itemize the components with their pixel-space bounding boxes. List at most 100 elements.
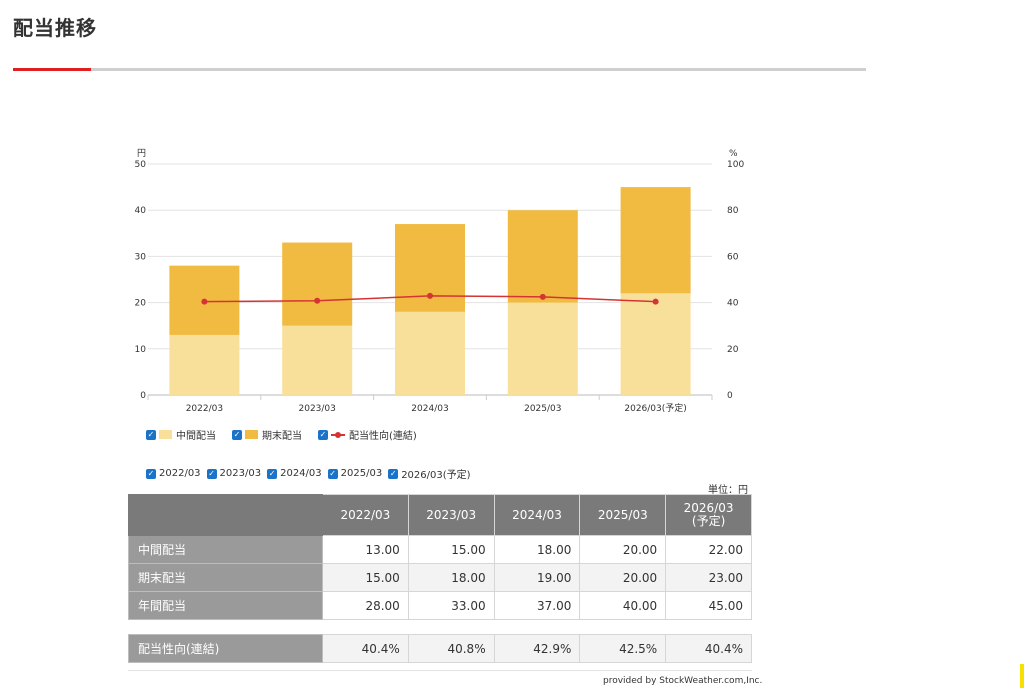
x-tick-label: 2024/03	[411, 404, 448, 414]
y-right-tick-label: 0	[727, 391, 733, 401]
credit-text: provided by StockWeather.com,Inc.	[603, 676, 763, 686]
dividend-chart: 0 10 20 30 40 50 0 20 40 60 80 100 円 % 2022/03 2023/03 2…	[135, 148, 745, 414]
payout-point	[539, 293, 546, 300]
checkbox-icon[interactable]: ✓	[318, 429, 328, 440]
dividend-table: 2022/03 2023/03 2024/03 2025/03 2026/03(…	[128, 494, 752, 620]
table-cell: 15.00	[407, 535, 495, 564]
table-cell: 37.00	[493, 591, 581, 620]
row-header: 中間配当	[128, 535, 323, 564]
x-tick-label: 2022/03	[186, 404, 223, 414]
table-cell: 13.00	[322, 535, 409, 564]
legend-item-payout[interactable]: ✓ 配当性向(連結)	[318, 427, 417, 442]
row-header: 年間配当	[128, 591, 323, 620]
bar	[507, 302, 578, 395]
year-filter: ✓ 2022/03 ✓ 2023/03 ✓ 2024/03 ✓ 2025/03 ✓ 202…	[146, 466, 477, 481]
column-header-label: 2026/03	[683, 501, 734, 515]
payout-ratio-table: 配当性向(連結) 40.4% 40.8% 42.9% 42.5% 40.4%	[128, 634, 752, 663]
checkbox-icon[interactable]: ✓	[267, 468, 278, 479]
column-header: 2023/03	[407, 494, 495, 536]
year-filter-item[interactable]: ✓ 2022/03	[146, 468, 201, 479]
bar	[620, 187, 691, 294]
y-right-tick-label: 100	[727, 160, 744, 170]
column-header: 2024/03	[493, 494, 581, 536]
bar	[620, 293, 691, 395]
y-right-unit: %	[729, 149, 738, 159]
scroll-marker	[1020, 664, 1024, 688]
title-divider-accent	[13, 68, 91, 71]
table-row: 中間配当 13.00 15.00 18.00 20.00 22.00	[128, 535, 752, 564]
year-filter-label: 2025/03	[340, 468, 383, 479]
table-cell: 40.4%	[322, 634, 409, 663]
y-left-tick-label: 0	[140, 391, 146, 401]
payout-point	[652, 298, 659, 305]
table-cell: 19.00	[493, 563, 581, 592]
title-divider	[13, 68, 866, 71]
y-left-tick-label: 20	[135, 299, 147, 309]
legend-label-payout: 配当性向(連結)	[349, 431, 417, 442]
column-header-label: 2022/03	[340, 507, 391, 522]
year-end-swatch	[245, 430, 258, 439]
bar	[395, 311, 465, 395]
column-header: 2022/03	[322, 494, 409, 536]
payout-point	[201, 298, 208, 305]
bar	[282, 325, 353, 395]
series-legend: ✓ 中間配当 ✓ 期末配当 ✓ 配当性向(連結)	[146, 427, 433, 442]
table-cell: 18.00	[407, 563, 495, 592]
table-cell: 15.00	[322, 563, 409, 592]
year-filter-label: 2022/03	[159, 468, 201, 479]
legend-label-year-end: 期末配当	[262, 431, 302, 442]
year-filter-item[interactable]: ✓ 2026/03(予定)	[388, 466, 471, 481]
table-cell: 22.00	[665, 535, 752, 564]
y-right-tick-label: 60	[727, 252, 739, 262]
year-filter-item[interactable]: ✓ 2023/03	[206, 468, 262, 479]
year-filter-item[interactable]: ✓ 2024/03	[267, 468, 322, 479]
table-cell: 18.00	[493, 535, 581, 564]
bar	[507, 210, 578, 303]
checkbox-icon[interactable]: ✓	[327, 468, 338, 479]
legend-item-year-end[interactable]: ✓ 期末配当	[232, 427, 302, 442]
column-header-label: 2024/03	[512, 507, 562, 522]
table-cell: 40.4%	[665, 634, 752, 663]
x-tick-label: 2023/03	[299, 404, 336, 414]
column-header: 2026/03 (予定)	[665, 494, 752, 536]
column-header: 2025/03	[579, 494, 667, 536]
legend-label-interim: 中間配当	[176, 431, 216, 442]
bar	[282, 242, 353, 326]
year-filter-item[interactable]: ✓ 2025/03	[327, 468, 383, 479]
legend-item-interim[interactable]: ✓ 中間配当	[146, 427, 216, 442]
y-left-tick-label: 40	[135, 206, 147, 216]
row-header: 配当性向(連結)	[128, 634, 323, 663]
column-header-label: 2025/03	[597, 507, 648, 522]
table-cell: 23.00	[665, 563, 752, 592]
year-filter-label: 2026/03(予定)	[401, 470, 471, 481]
table-cell: 42.9%	[493, 634, 581, 663]
checkbox-icon[interactable]: ✓	[146, 468, 156, 479]
y-right-tick-label: 80	[727, 206, 739, 216]
table-row: 配当性向(連結) 40.4% 40.8% 42.9% 42.5% 40.4%	[128, 634, 752, 663]
table-row: 期末配当 15.00 18.00 19.00 20.00 23.00	[128, 563, 752, 592]
table-cell: 42.5%	[579, 634, 667, 663]
footer-divider	[128, 670, 752, 671]
y-left-tick-label: 30	[135, 252, 147, 262]
y-left-tick-label: 50	[135, 160, 147, 170]
table-cell: 45.00	[665, 591, 752, 620]
y-left-tick-label: 10	[135, 345, 147, 355]
table-row: 年間配当 28.00 33.00 37.00 40.00 45.00	[128, 591, 752, 620]
table-cell: 20.00	[579, 563, 667, 592]
checkbox-icon[interactable]: ✓	[388, 468, 399, 479]
table-cell: 40.8%	[407, 634, 495, 663]
year-filter-label: 2023/03	[219, 468, 262, 479]
checkbox-icon[interactable]: ✓	[206, 468, 217, 479]
column-header-label: 2023/03	[426, 507, 477, 522]
x-tick-label: 2026/03(予定)	[624, 402, 686, 414]
table-cell: 40.00	[579, 591, 667, 620]
checkbox-icon[interactable]: ✓	[232, 429, 242, 440]
table-cell: 33.00	[407, 591, 495, 620]
checkbox-icon[interactable]: ✓	[146, 429, 156, 440]
interim-swatch	[159, 430, 172, 439]
table-cell: 28.00	[322, 591, 409, 620]
unit-label: 単位：円	[708, 485, 748, 496]
bar	[169, 334, 240, 395]
payout-point	[314, 297, 321, 304]
payout-line-swatch	[331, 430, 345, 440]
